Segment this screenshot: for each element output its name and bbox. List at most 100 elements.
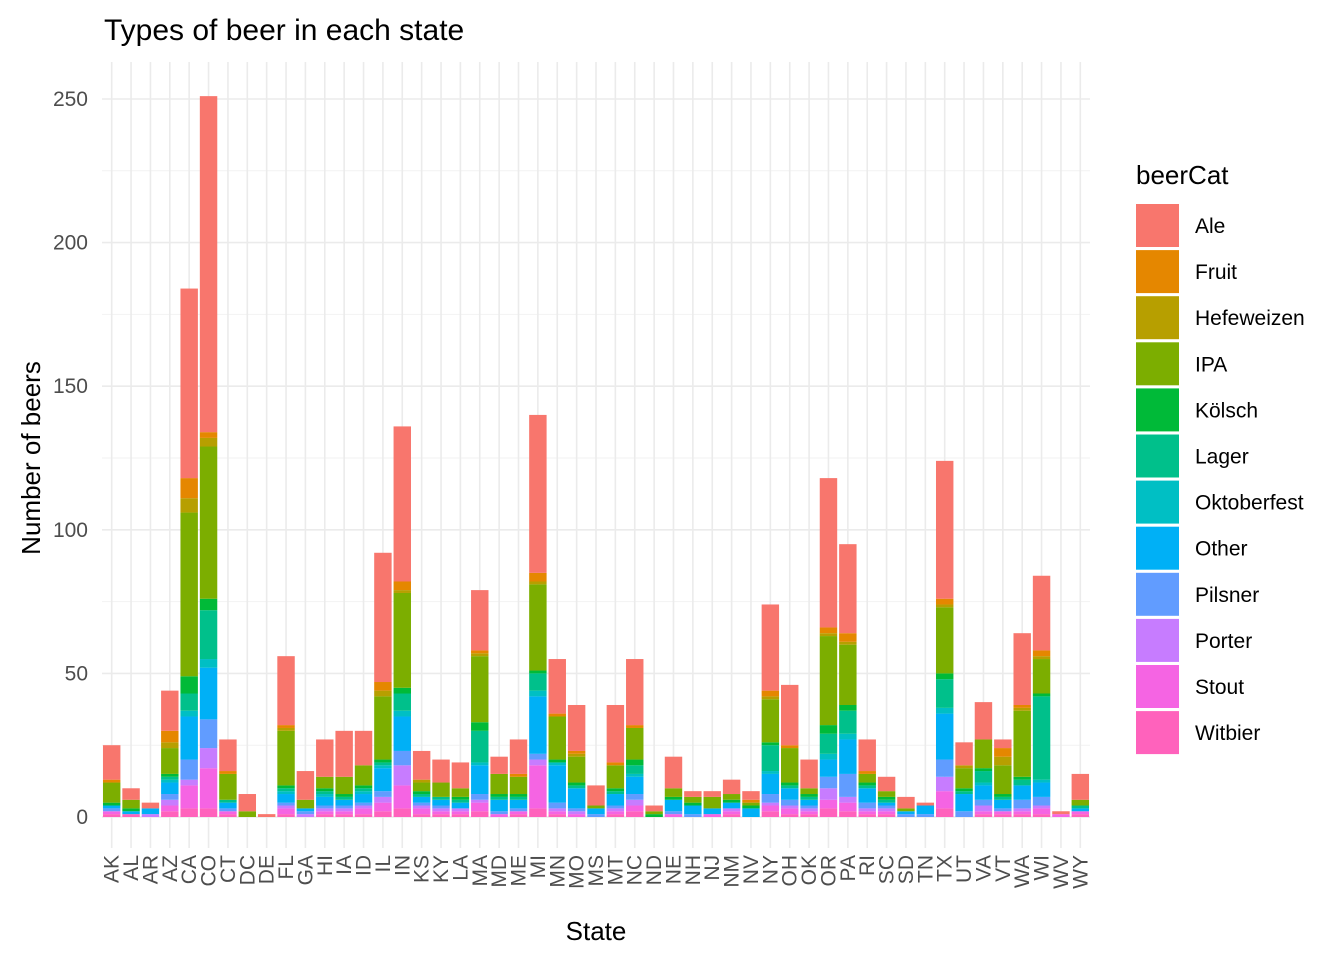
bar-VT-k-lsch [994, 794, 1012, 797]
bar-IL-porter [374, 796, 392, 803]
bar-MD-lager [490, 796, 508, 800]
bar-NY-witbier [761, 811, 780, 817]
bar-NJ-ipa [703, 796, 721, 809]
bar-PA-pilsner [839, 773, 857, 797]
bar-OK-other [800, 799, 818, 806]
bar-NE-stout [664, 814, 683, 817]
bar-KY-ipa [432, 782, 450, 797]
bar-ME-fruit [509, 773, 528, 777]
bar-OR-k-lsch [819, 725, 838, 734]
x-tick-label: OR [817, 855, 840, 887]
bar-MA-ipa [471, 656, 489, 723]
bar-NM-other [722, 802, 741, 809]
x-tick-label: ID [353, 855, 376, 876]
bar-MT-other [606, 794, 625, 806]
bar-MI-stout [529, 765, 547, 809]
bar-UT-ipa [955, 768, 973, 789]
bar-CT-lager [219, 799, 237, 803]
legend-label: Stout [1195, 676, 1244, 699]
bar-IN-hefeweizen [393, 590, 411, 593]
x-tick-label: MS [585, 855, 608, 887]
x-tick-label: SD [895, 855, 918, 884]
legend-label: Witbier [1195, 722, 1260, 745]
legend-label: Ale [1195, 215, 1225, 238]
bar-NC-ipa [626, 727, 644, 760]
x-tick-label: NH [682, 855, 705, 885]
bar-WV-stout [1052, 814, 1070, 817]
bar-VA-pilsner [974, 799, 993, 806]
x-tick-label: MA [469, 855, 492, 887]
bar-IN-lager [393, 693, 411, 711]
y-tick-label: 250 [53, 88, 88, 111]
legend-swatch [1136, 526, 1179, 570]
bar-RI-porter [858, 808, 876, 812]
bar-KS-lager [412, 794, 431, 797]
bar-OH-other [781, 788, 799, 800]
bar-ME-pilsner [509, 808, 528, 812]
bar-VA-ale [974, 702, 993, 740]
bar-FL-porter [277, 805, 295, 809]
bar-KS-porter [412, 805, 431, 809]
bar-NC-witbier [626, 811, 644, 817]
bar-OH-stout [781, 808, 799, 815]
bar-TX-other [935, 713, 954, 760]
x-axis-ticks: AKALARAZCACOCTDCDEFLGAHIIAIDILINKSKYLAMA… [101, 855, 1093, 889]
bar-TN-ale [916, 802, 935, 806]
bars [102, 96, 1090, 817]
bar-LA-lager [451, 799, 470, 803]
x-tick-label: KS [411, 855, 434, 883]
y-tick-label: 150 [53, 375, 88, 398]
bar-CA-hefeweizen [180, 498, 198, 513]
x-tick-label: TX [934, 855, 957, 882]
bar-ID-ipa [354, 765, 373, 786]
bar-NH-ale [684, 791, 702, 797]
bar-MS-other [587, 808, 605, 815]
x-tick-label: MT [604, 855, 627, 885]
bar-PA-ale [839, 544, 857, 634]
bar-WY-stout [1071, 811, 1090, 815]
bar-UT-ale [955, 742, 973, 766]
bar-FL-lager [277, 788, 295, 792]
bar-HI-ale [316, 739, 334, 777]
bar-NC-other [626, 776, 644, 795]
legend-swatch [1136, 250, 1179, 294]
bar-VA-other [974, 785, 993, 800]
bar-OH-k-lsch [781, 782, 799, 786]
bar-MA-k-lsch [471, 722, 489, 731]
bar-NM-witbier [722, 814, 741, 817]
bar-DC-ipa [238, 811, 257, 817]
bar-MO-other [567, 788, 586, 809]
bar-HI-ipa [316, 776, 334, 789]
bar-AK-other [102, 805, 121, 809]
bar-OR-stout [819, 799, 838, 809]
legend-label: Kölsch [1195, 399, 1258, 422]
bar-IA-pilsner [335, 805, 353, 809]
bar-NY-pilsner [761, 794, 780, 803]
y-tick-label: 50 [65, 662, 88, 685]
bar-KS-ale [412, 750, 431, 780]
bar-NV-fruit [742, 799, 760, 803]
bar-VA-oktoberfest [974, 782, 993, 786]
bar-LA-k-lsch [451, 796, 470, 800]
legend-label: Oktoberfest [1195, 492, 1304, 515]
bar-FL-fruit [277, 725, 295, 728]
bar-AR-porter [141, 814, 160, 817]
bar-CT-ale [219, 739, 237, 772]
bar-IN-porter [393, 765, 411, 786]
bar-WY-lager [1071, 805, 1090, 809]
bar-SC-stout [877, 811, 896, 815]
bar-IL-stout [374, 802, 392, 812]
bar-MA-lager [471, 730, 489, 763]
bar-WA-fruit [1013, 704, 1031, 708]
bar-TX-ale [935, 460, 954, 599]
bar-SD-other [897, 811, 915, 815]
bar-RI-lager [858, 785, 876, 789]
bar-MN-other [548, 765, 566, 803]
bar-FL-pilsner [277, 802, 295, 806]
bar-TX-stout [935, 791, 954, 809]
legend-swatch [1136, 204, 1179, 247]
bar-FL-oktoberfest [277, 791, 295, 795]
x-tick-label: AK [101, 855, 124, 883]
bar-MN-k-lsch [548, 759, 566, 763]
bar-SC-ipa [877, 791, 896, 797]
